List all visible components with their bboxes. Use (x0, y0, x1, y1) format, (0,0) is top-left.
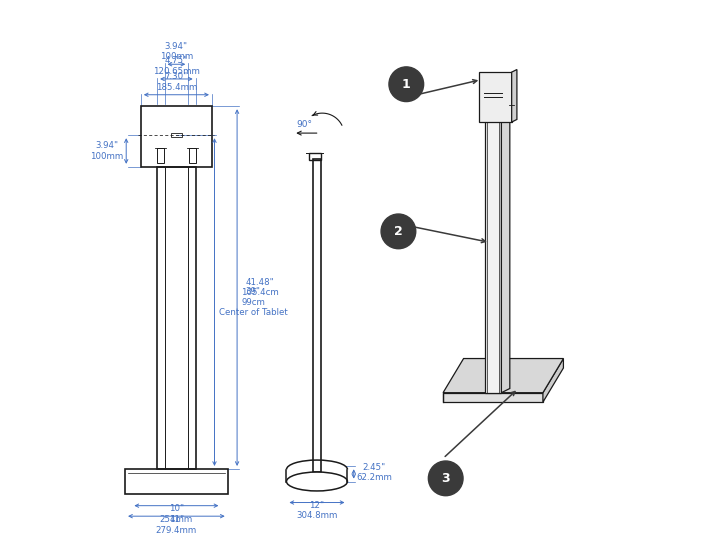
Ellipse shape (286, 472, 348, 491)
Polygon shape (512, 70, 517, 122)
Circle shape (429, 461, 463, 496)
Text: 39"
99cm
Center of Tablet: 39" 99cm Center of Tablet (219, 287, 287, 317)
Bar (171, 133, 182, 137)
Text: 2: 2 (394, 225, 403, 238)
Polygon shape (543, 359, 564, 402)
Polygon shape (479, 72, 512, 122)
Text: 3.94"
100mm: 3.94" 100mm (160, 42, 193, 61)
Text: 4.75"
120.65mm: 4.75" 120.65mm (153, 56, 200, 76)
Bar (190, 148, 195, 162)
Polygon shape (501, 115, 510, 393)
Bar (313, 159, 321, 472)
Bar (309, 153, 321, 160)
Text: 2.45"
62.2mm: 2.45" 62.2mm (356, 463, 392, 482)
Text: 1: 1 (402, 78, 411, 91)
Bar (125, 469, 228, 494)
Polygon shape (443, 359, 564, 393)
Bar (157, 148, 164, 162)
Circle shape (381, 214, 416, 249)
Text: 11"
279.4mm: 11" 279.4mm (156, 515, 197, 534)
Bar (141, 106, 212, 167)
Polygon shape (443, 393, 543, 402)
Text: 41.48"
105.4cm: 41.48" 105.4cm (241, 278, 279, 297)
Text: 3: 3 (442, 472, 450, 485)
Polygon shape (485, 120, 501, 393)
Bar (157, 167, 196, 469)
Text: 12"
304.8mm: 12" 304.8mm (297, 501, 337, 520)
Text: 90°: 90° (296, 120, 312, 129)
Text: 7.30"
185.4mm: 7.30" 185.4mm (156, 72, 197, 92)
Text: 3.94"
100mm: 3.94" 100mm (90, 142, 123, 161)
Circle shape (389, 67, 424, 101)
Text: 10"
254mm: 10" 254mm (160, 504, 193, 524)
